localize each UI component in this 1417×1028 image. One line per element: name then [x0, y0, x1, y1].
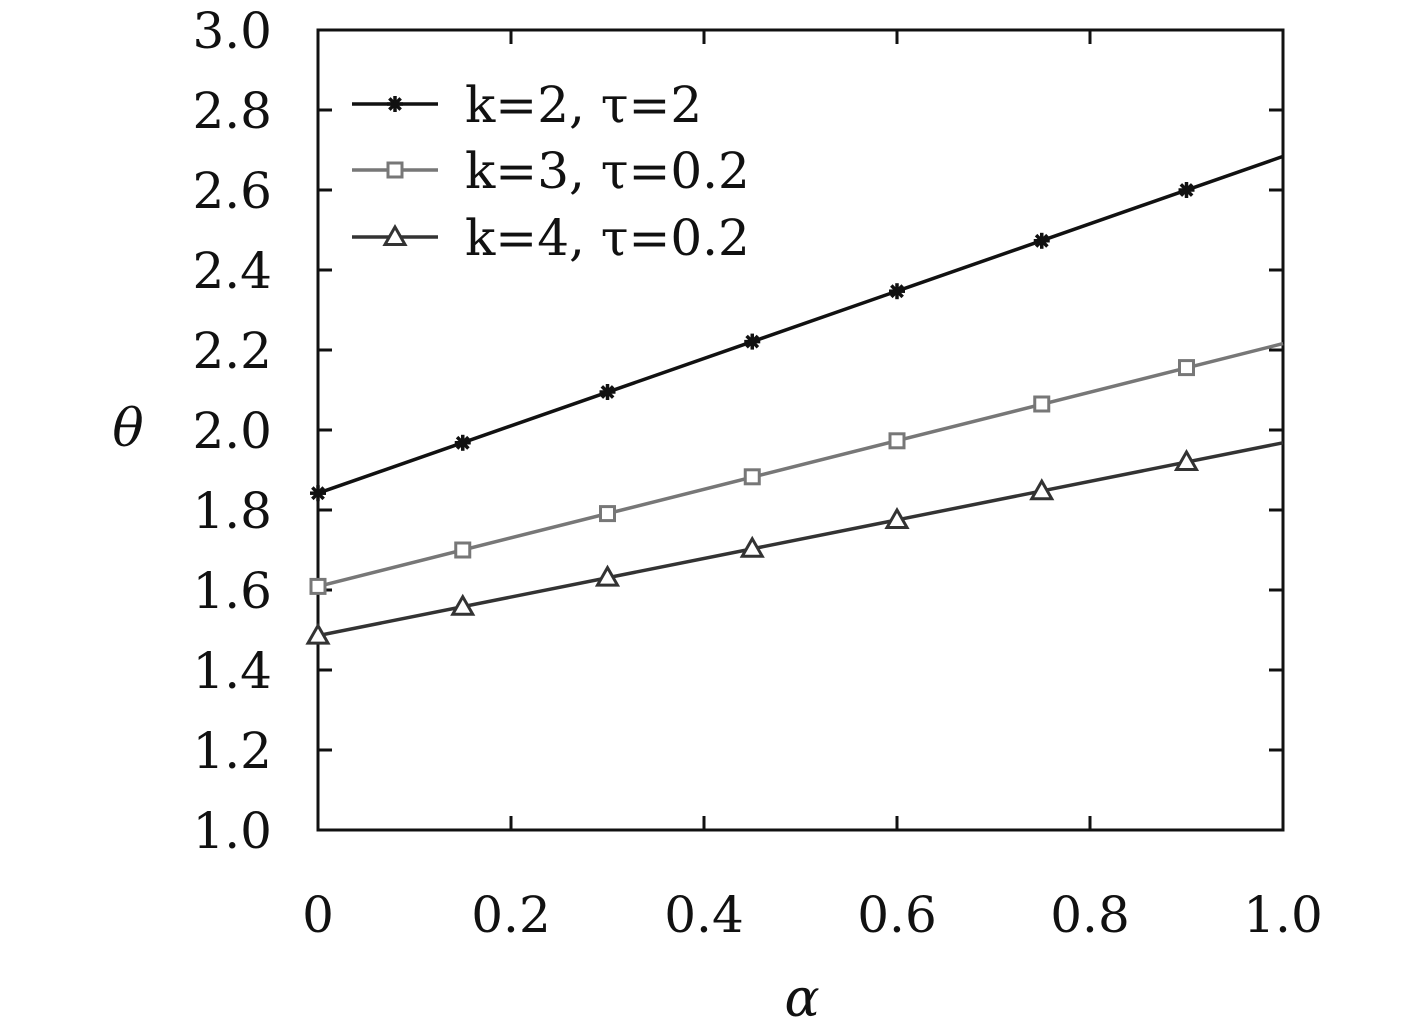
data-point-series-2: [599, 505, 616, 523]
series-line-1: [317, 154, 1284, 495]
data-point-series-3: [1029, 478, 1055, 501]
legend-marker: [387, 96, 403, 112]
data-point-series-3: [450, 593, 476, 616]
data-point-series-3: [305, 622, 331, 645]
data-point-series-2: [454, 541, 472, 559]
legend-marker: [386, 161, 404, 179]
data-point-series-3: [1173, 448, 1200, 471]
legend-label: k=3, τ=0.2: [465, 142, 750, 200]
data-point-series-1: [1033, 232, 1050, 249]
legend-label: k=4, τ=0.2: [465, 209, 750, 267]
series-line-2: [317, 341, 1284, 589]
y-tick-label: 2.6: [192, 162, 272, 220]
data-point-series-2: [309, 577, 327, 595]
data-point-series-1: [744, 333, 761, 350]
x-tick-label: 0.8: [1050, 886, 1130, 944]
data-point-series-2: [1033, 395, 1051, 413]
y-tick-label: 3.0: [192, 2, 272, 60]
y-tick-label: 1.2: [192, 722, 272, 780]
data-point-series-1: [1178, 182, 1195, 198]
series-layer: [305, 154, 1284, 645]
data-point-series-1: [599, 384, 616, 400]
data-point-series-1: [454, 434, 471, 451]
data-point-series-2: [888, 432, 906, 450]
series-line-3: [317, 441, 1284, 638]
legend-label: k=2, τ=2: [465, 76, 702, 134]
x-axis-label: α: [784, 969, 819, 1028]
x-tick-label: 0.6: [857, 886, 937, 944]
y-tick-label: 2.8: [192, 82, 272, 140]
y-tick-label: 1.0: [192, 802, 272, 860]
data-point-series-3: [594, 564, 621, 587]
y-axis-label: θ: [112, 399, 143, 459]
x-tick-label: 0.4: [664, 886, 744, 944]
legend: k=2, τ=2 k=3, τ=0.2 k=4, τ=0.2: [352, 76, 750, 267]
data-point-series-1: [889, 283, 905, 300]
data-point-series-3: [884, 506, 910, 529]
y-tick-label: 2.4: [192, 242, 272, 300]
y-tick-label: 2.0: [192, 402, 272, 460]
data-point-series-2: [743, 468, 761, 486]
x-tick-label: 0.2: [471, 886, 551, 944]
axis-ticks: 0 0.2 0.4 0.6 0.8 1.0 1.0 1.2 1.4 1.6 1.8 2.0 2.2 2.4…: [192, 2, 1322, 944]
legend-marker: [382, 223, 408, 246]
y-tick-label: 1.6: [192, 562, 272, 620]
data-point-series-3: [739, 535, 765, 558]
plot-frame: [316, 28, 1285, 832]
y-tick-label: 2.2: [192, 322, 272, 380]
y-tick-label: 1.8: [192, 482, 272, 540]
x-tick-label: 1.0: [1243, 886, 1323, 944]
x-tick-label: 0: [302, 886, 334, 944]
y-tick-label: 1.4: [192, 642, 272, 700]
data-point-series-1: [310, 485, 326, 502]
data-point-series-2: [1178, 359, 1195, 377]
